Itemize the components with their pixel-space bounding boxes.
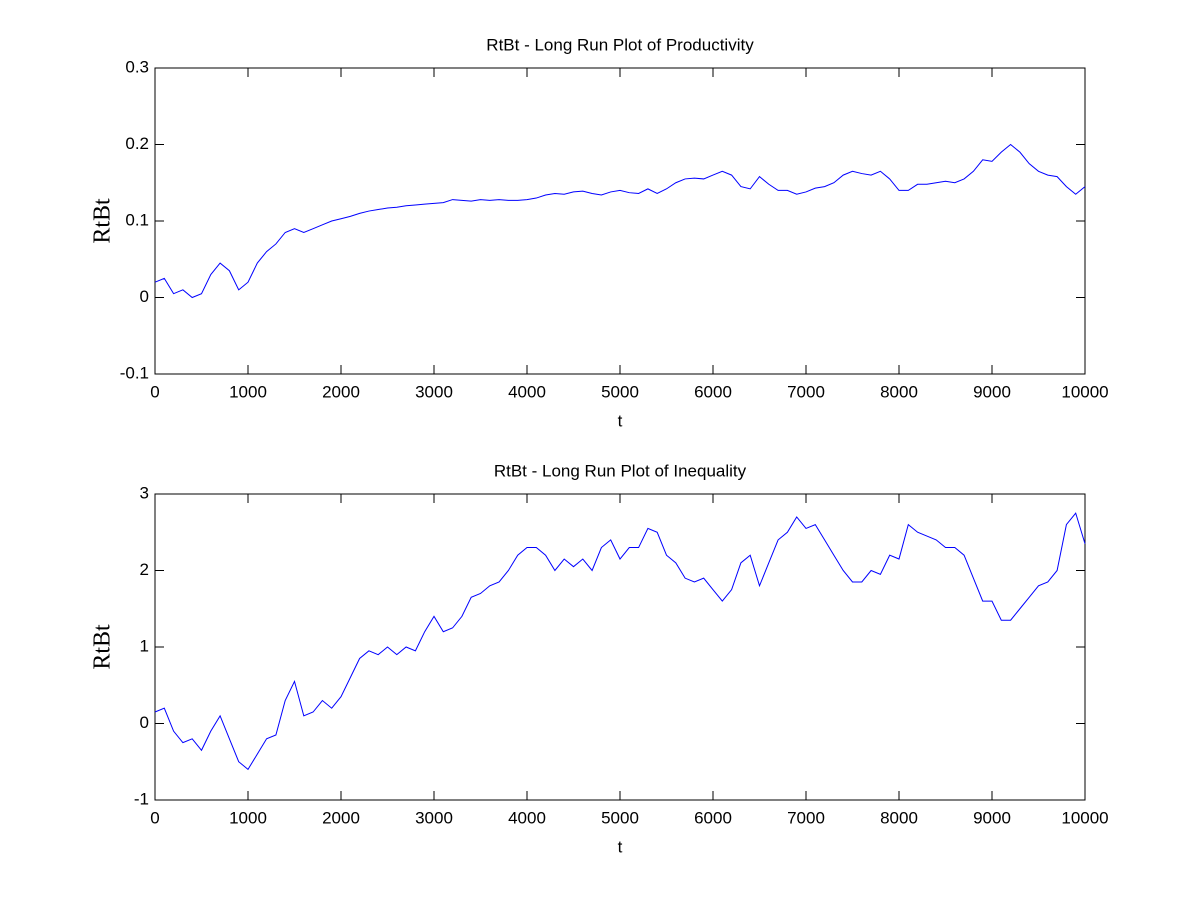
chart-title: RtBt - Long Run Plot of Productivity — [486, 35, 754, 54]
x-tick-label: 8000 — [880, 808, 918, 827]
y-tick-label: 2 — [140, 560, 149, 579]
y-tick-label: 0.3 — [125, 57, 149, 76]
x-tick-label: 7000 — [787, 382, 825, 401]
x-tick-label: 2000 — [322, 382, 360, 401]
x-tick-label: 5000 — [601, 808, 639, 827]
axes-frame — [154, 493, 1086, 801]
x-tick-label: 2000 — [322, 808, 360, 827]
x-tick-label: 10000 — [1061, 382, 1108, 401]
x-tick-label: 3000 — [415, 382, 453, 401]
x-tick-label: 5000 — [601, 382, 639, 401]
x-tick-label: 9000 — [973, 808, 1011, 827]
y-tick-label: 0 — [140, 713, 149, 732]
data-line — [154, 512, 1086, 771]
x-tick-label: 0 — [150, 808, 159, 827]
x-tick-label: 1000 — [229, 382, 267, 401]
y-tick-label: 0.1 — [125, 210, 149, 229]
x-axis-label: t — [618, 411, 623, 430]
x-tick-label: 6000 — [694, 382, 732, 401]
y-tick-label: -0.1 — [120, 363, 149, 382]
x-tick-label: 6000 — [694, 808, 732, 827]
y-tick-label: 0.2 — [125, 134, 149, 153]
y-tick-label: -1 — [134, 789, 149, 808]
x-tick-label: 1000 — [229, 808, 267, 827]
y-tick-label: 1 — [140, 636, 149, 655]
y-tick-label: 0 — [140, 287, 149, 306]
x-tick-label: 4000 — [508, 808, 546, 827]
x-tick-label: 9000 — [973, 382, 1011, 401]
y-axis-label: RtBt — [90, 624, 116, 670]
x-tick-label: 4000 — [508, 382, 546, 401]
x-tick-label: 10000 — [1061, 808, 1108, 827]
data-line — [154, 143, 1086, 299]
x-tick-label: 8000 — [880, 382, 918, 401]
axes-frame — [154, 67, 1086, 375]
x-tick-label: 0 — [150, 382, 159, 401]
x-tick-label: 7000 — [787, 808, 825, 827]
chart-title: RtBt - Long Run Plot of Inequality — [494, 461, 747, 480]
y-tick-label: 3 — [140, 483, 149, 502]
x-tick-label: 3000 — [415, 808, 453, 827]
x-axis-label: t — [618, 837, 623, 856]
y-axis-label: RtBt — [90, 198, 116, 244]
